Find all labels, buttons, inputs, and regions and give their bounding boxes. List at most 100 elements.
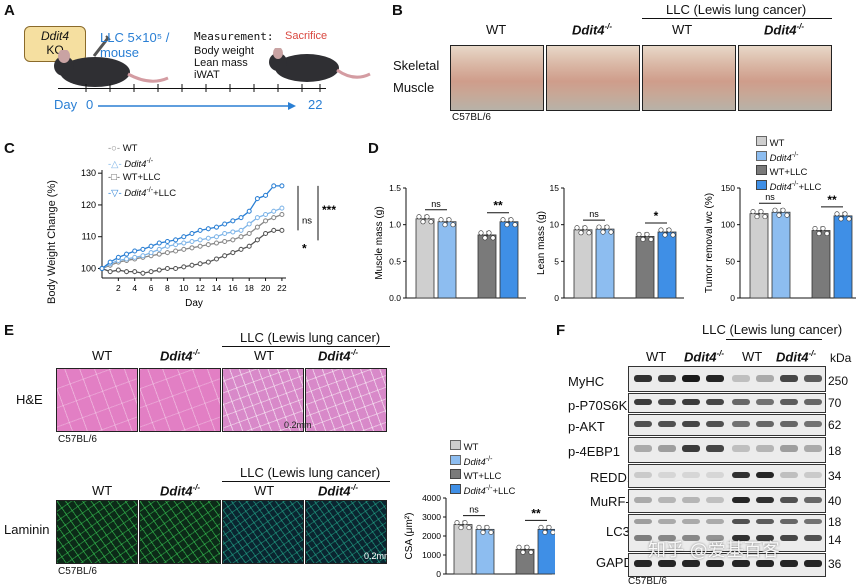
data-point: [230, 250, 236, 256]
kda-value: 18: [828, 515, 842, 529]
data-point: [205, 235, 211, 241]
data-dot: [488, 529, 494, 535]
data-point: [115, 267, 121, 273]
legend-item: WT: [450, 440, 515, 454]
data-dot: [784, 212, 790, 218]
data-dot: [648, 236, 654, 242]
data-point: [164, 238, 170, 244]
data-dot: [750, 209, 756, 215]
sig-label: *: [654, 209, 659, 223]
data-point: [271, 227, 277, 233]
muscle-photo-ko-llc: [738, 45, 832, 111]
data-point: [173, 242, 179, 248]
blot-band: [682, 560, 700, 567]
blot-band: [658, 519, 676, 524]
e2-llc-bracket: [222, 481, 390, 482]
b-row-label-2: Muscle: [393, 80, 435, 95]
e-strain-1: C57BL/6: [58, 434, 97, 445]
blot-band: [658, 497, 676, 503]
blot-band: [658, 445, 676, 452]
bar: [771, 211, 791, 299]
y-axis-label: Muscle mass (g): [374, 206, 385, 279]
blot-band: [732, 421, 750, 427]
data-dot: [546, 524, 552, 530]
blot-band: [732, 497, 750, 503]
csa-chart: 0 1000 2000 3000 4000 CSA (μm²) ns **: [404, 493, 555, 579]
data-point: [271, 208, 277, 214]
legend-item: WT: [756, 136, 821, 150]
data-point: [263, 231, 269, 237]
data-point: [254, 196, 260, 202]
kda-value: 70: [828, 396, 842, 410]
laminin-image-wt: [56, 500, 138, 564]
b-llc-bracket: [642, 18, 832, 19]
data-point: [263, 192, 269, 198]
data-point: [132, 254, 138, 260]
data-dot: [758, 209, 764, 215]
kda-value: 18: [828, 444, 842, 458]
blot-band: [682, 497, 700, 503]
data-dot: [486, 230, 492, 236]
data-point: [124, 256, 130, 262]
y-axis-label: Lean mass (g): [536, 211, 547, 275]
data-dot: [666, 227, 672, 233]
blot-band: [756, 375, 774, 382]
muscle-photo-wt: [450, 45, 544, 111]
sig-label: ns: [431, 199, 441, 209]
blot-band: [706, 375, 724, 382]
e-legend: WT Ddit4-/- WT+LLC Ddit4-/-+LLC: [450, 440, 515, 498]
e-header-wt: WT: [92, 348, 113, 363]
data-point: [197, 243, 203, 249]
blot-band: [682, 421, 700, 427]
blot-band: [780, 560, 798, 567]
f-llc-bracket: [726, 339, 822, 340]
blot-band: [682, 399, 700, 405]
lean-mass-chart: 0 5 10 15 Lean mass (g) ns *: [536, 183, 684, 303]
data-point: [246, 221, 252, 227]
sig-label: ns: [765, 192, 775, 202]
data-dot: [416, 214, 422, 220]
data-dot: [772, 207, 778, 213]
data-point: [124, 251, 130, 257]
panel-label-f: F: [556, 322, 566, 339]
sig-label: *: [302, 241, 307, 255]
measurement-title: Measurement:: [194, 30, 274, 43]
data-dot: [490, 235, 496, 241]
x-tick-label: 12: [195, 283, 205, 293]
data-dot: [658, 227, 664, 233]
day-start: 0: [86, 97, 94, 112]
legend-item: -○- WT: [108, 143, 138, 154]
data-point: [124, 269, 130, 275]
e-row-he: H&E: [16, 392, 43, 407]
data-point: [246, 208, 252, 214]
data-dot: [500, 217, 506, 223]
data-dot: [428, 219, 434, 225]
blot-band: [804, 445, 822, 452]
legend-item: Ddit4-/-+LLC: [450, 483, 515, 498]
sacrifice-label: Sacrifice: [285, 30, 328, 42]
blot-band: [732, 375, 750, 382]
f-kda: kDa: [830, 351, 852, 365]
x-tick-label: 18: [244, 283, 254, 293]
data-dot: [608, 229, 614, 235]
bar: [657, 231, 677, 299]
sig-label: **: [493, 199, 503, 213]
bar: [475, 528, 495, 575]
laminin-image-wt-llc: [222, 500, 304, 564]
timeline-axis: [58, 88, 326, 89]
data-point: [254, 237, 260, 243]
y-axis-label: Tumor removal wc (%): [704, 193, 715, 293]
blot-pakt: [628, 414, 826, 436]
data-point: [189, 262, 195, 268]
blot-band: [682, 472, 700, 478]
legend-item: -▽- Ddit4-/-+LLC: [108, 187, 177, 200]
bar: [453, 524, 473, 575]
blot-band: [804, 560, 822, 567]
blot-bands: [634, 375, 822, 567]
blot-band: [732, 472, 750, 478]
blot-band: [706, 445, 724, 452]
he-image-ko-llc: [305, 368, 387, 432]
blot-band: [658, 399, 676, 405]
data-point: [230, 237, 236, 243]
data-point: [140, 270, 146, 276]
